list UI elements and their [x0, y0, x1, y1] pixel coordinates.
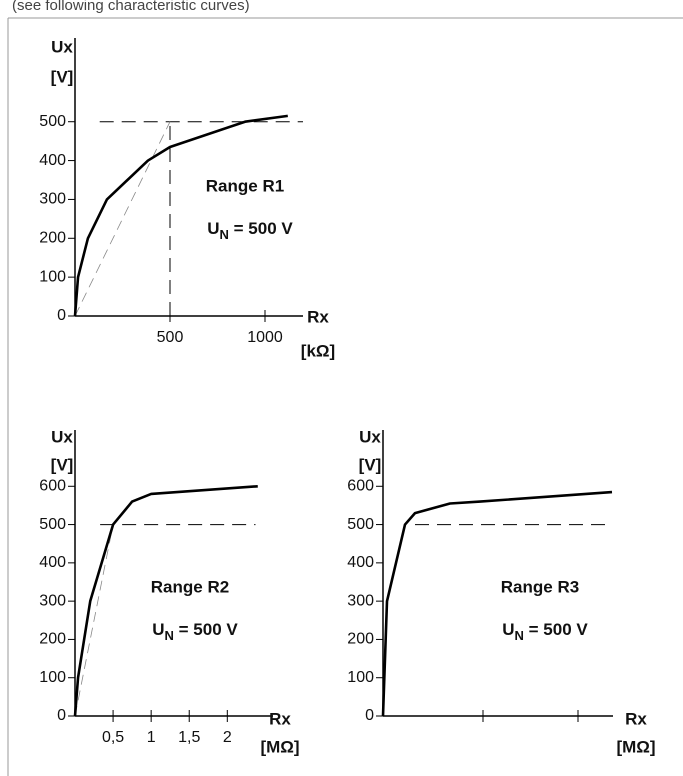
y-tick-label: 100 — [347, 669, 374, 686]
y-tick-label: 100 — [39, 268, 66, 285]
x-tick-label: 2 — [223, 729, 232, 746]
y-tick-label: 500 — [39, 113, 66, 130]
x-tick-label: 1,5 — [178, 729, 200, 746]
y-tick-label: 300 — [347, 592, 374, 609]
annotation: UN = 500 V — [502, 620, 588, 643]
header-text: (see following characteristic curves) — [12, 0, 250, 14]
y-tick-label: 0 — [365, 707, 374, 724]
y-axis-label: [V] — [51, 67, 74, 86]
x-axis-label: Rx — [307, 307, 329, 326]
y-tick-label: 200 — [39, 631, 66, 648]
y-axis-label: Ux — [51, 427, 73, 446]
y-tick-label: 400 — [39, 554, 66, 571]
reference-line — [74, 121, 171, 317]
annotation-sub: N — [515, 628, 524, 643]
y-tick-label: 100 — [39, 669, 66, 686]
reference-line — [74, 524, 114, 717]
y-axis-label: Ux — [359, 427, 381, 446]
y-tick-label: 600 — [39, 478, 66, 495]
annotation-sub: N — [220, 227, 229, 242]
annotation-rest: = 500 V — [174, 620, 238, 639]
annotation: UN = 500 V — [152, 620, 238, 643]
y-axis-label: [V] — [359, 455, 382, 474]
y-axis-label: [V] — [51, 455, 74, 474]
x-axis-label: [MΩ] — [260, 737, 299, 756]
y-tick-label: 400 — [39, 152, 66, 169]
annotation-main: U — [152, 620, 164, 639]
x-tick-label: 0,5 — [102, 729, 124, 746]
y-tick-label: 500 — [347, 516, 374, 533]
y-tick-label: 200 — [347, 631, 374, 648]
annotation: Range R2 — [151, 577, 229, 596]
curve — [381, 490, 613, 717]
x-axis-label: [MΩ] — [616, 737, 655, 756]
y-tick-label: 400 — [347, 554, 374, 571]
y-tick-label: 300 — [39, 191, 66, 208]
y-tick-label: 0 — [57, 307, 66, 324]
x-tick-label: 1 — [147, 729, 156, 746]
y-tick-label: 200 — [39, 230, 66, 247]
annotation-rest: = 500 V — [524, 620, 588, 639]
annotation-main: U — [502, 620, 514, 639]
y-tick-label: 0 — [57, 707, 66, 724]
annotation-main: U — [207, 219, 219, 238]
curve — [73, 484, 258, 717]
x-axis-label: [kΩ] — [301, 341, 335, 360]
annotation: Range R1 — [206, 176, 284, 195]
y-tick-label: 500 — [39, 516, 66, 533]
x-axis-label: Rx — [269, 709, 291, 728]
x-tick-label: 1000 — [247, 329, 283, 346]
y-tick-label: 600 — [347, 478, 374, 495]
y-tick-label: 300 — [39, 592, 66, 609]
annotation: UN = 500 V — [207, 219, 293, 242]
annotation: Range R3 — [501, 577, 579, 596]
y-axis-label: Ux — [51, 37, 73, 56]
x-tick-label: 500 — [157, 329, 184, 346]
annotation-rest: = 500 V — [229, 219, 293, 238]
curve — [73, 114, 288, 317]
x-axis-label: Rx — [625, 709, 647, 728]
annotation-sub: N — [165, 628, 174, 643]
